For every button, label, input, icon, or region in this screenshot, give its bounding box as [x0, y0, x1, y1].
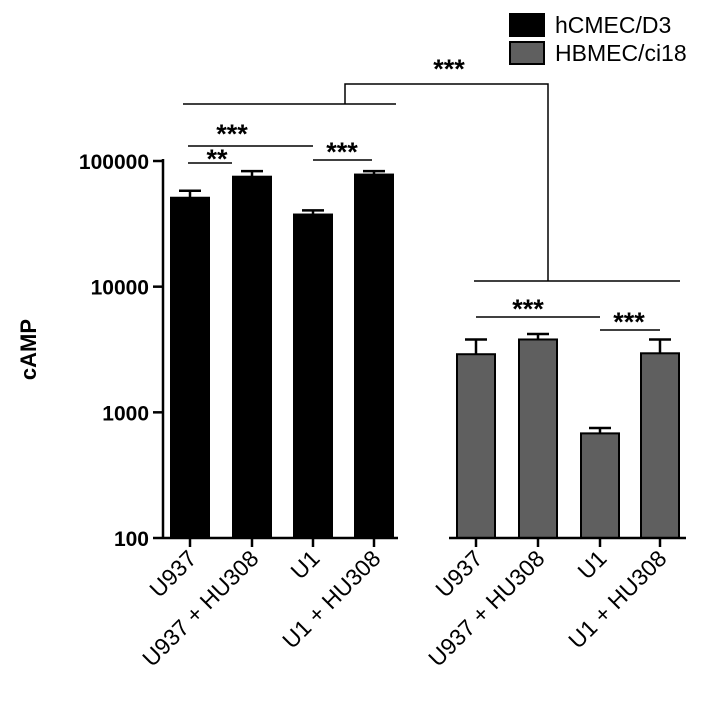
significance-label: *** — [613, 307, 645, 337]
legend-swatch — [509, 13, 545, 37]
bar — [293, 213, 333, 540]
bar — [354, 173, 394, 539]
y-axis-title: cAMP — [16, 319, 41, 380]
x-tick-label: U1 — [285, 545, 324, 584]
significance-label: *** — [326, 137, 358, 167]
significance-label: *** — [216, 119, 248, 149]
significance-bracket — [183, 83, 680, 282]
y-tick-label: 10000 — [91, 277, 149, 300]
bar — [640, 352, 680, 539]
bar — [580, 432, 620, 539]
bar — [518, 338, 558, 539]
significance-label: ** — [206, 144, 228, 174]
significance-label: *** — [433, 54, 465, 84]
bar — [232, 175, 272, 540]
y-tick-label: 100000 — [79, 151, 149, 174]
legend-swatch — [509, 41, 545, 65]
legend-label: HBMEC/ci18 — [555, 40, 687, 66]
bar — [170, 196, 210, 539]
bar — [456, 353, 496, 539]
y-tick-label: 1000 — [102, 402, 149, 425]
x-tick-label: U1 — [572, 545, 611, 584]
x-tick-label: U937 — [430, 545, 487, 602]
legend-label: hCMEC/D3 — [555, 12, 671, 38]
y-tick-label: 100 — [114, 528, 149, 551]
x-tick-label: U937 — [144, 545, 201, 602]
significance-label: *** — [512, 294, 544, 324]
